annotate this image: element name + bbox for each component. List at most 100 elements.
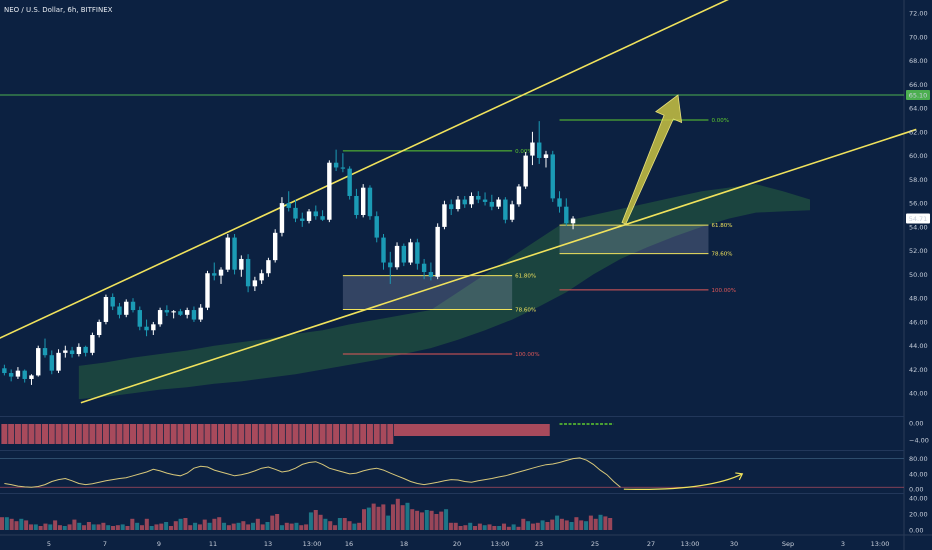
volume-bar	[304, 524, 309, 530]
histogram-bar	[224, 424, 231, 444]
volume-bar	[294, 522, 299, 530]
histogram-bar	[8, 424, 15, 444]
volume-bar	[125, 526, 130, 530]
volume-bar	[516, 526, 521, 530]
volume-bar	[38, 526, 43, 530]
volume-bar	[14, 521, 19, 530]
time-tick-label: 20	[453, 540, 461, 548]
histogram-bar	[69, 424, 76, 444]
candle-body	[15, 370, 21, 377]
volume-bar	[352, 523, 357, 530]
candle	[178, 308, 183, 316]
histogram-bar	[163, 424, 170, 444]
candle	[523, 152, 528, 189]
volume-bar	[492, 526, 497, 530]
candle-body	[178, 311, 183, 315]
candle	[266, 257, 271, 277]
time-tick-label: 23	[535, 540, 543, 548]
histogram-bar	[339, 424, 346, 444]
candle	[306, 209, 312, 224]
volume-bar	[135, 522, 140, 530]
candle-body	[428, 272, 434, 277]
histogram-bar	[245, 424, 252, 444]
histogram-bar	[177, 424, 184, 444]
volume-bar	[159, 523, 164, 530]
candle	[313, 205, 319, 220]
histogram-bar	[265, 424, 272, 444]
time-tick-label: 3	[841, 540, 845, 548]
price-tick-label: 72.00	[909, 10, 928, 18]
candle-body	[232, 237, 237, 270]
time-tick-label: 11	[209, 540, 217, 548]
volume-bar	[419, 512, 424, 530]
histogram-bar	[380, 424, 387, 444]
candle	[245, 254, 251, 293]
candle	[496, 197, 501, 210]
volume-bar	[550, 519, 555, 530]
candle	[171, 310, 176, 319]
volume-bar	[559, 518, 564, 530]
histogram-bar	[251, 424, 258, 444]
volume-bar	[497, 526, 502, 530]
candle	[137, 306, 142, 331]
histogram-bar	[123, 424, 130, 444]
candle-body	[570, 218, 576, 224]
volume-bar	[144, 518, 149, 530]
candle-body	[327, 162, 332, 220]
volume-bar	[33, 524, 38, 530]
volume-bar	[275, 514, 280, 530]
time-tick-label: 30	[730, 540, 738, 548]
fib-left-level-label-0: 0.00%	[515, 149, 532, 155]
histogram-bar-flat	[394, 424, 550, 436]
histogram-bar	[366, 424, 373, 444]
candle	[15, 367, 21, 379]
candle-body	[198, 307, 203, 320]
histogram-bar	[197, 424, 204, 444]
candle-body	[117, 306, 122, 315]
candle	[462, 195, 467, 208]
candle	[469, 192, 474, 208]
candle	[2, 364, 7, 376]
candle	[286, 191, 291, 212]
volume-bar	[521, 518, 526, 530]
price-tick-label: 46.00	[909, 318, 928, 326]
candle	[63, 345, 68, 358]
histogram-bar	[204, 424, 211, 444]
volume-bar	[207, 522, 212, 530]
candle-body	[482, 199, 488, 202]
fib-right-zone	[559, 225, 709, 254]
candle-body	[191, 310, 197, 320]
volume-bar	[139, 525, 145, 530]
volume-bar	[115, 525, 120, 530]
last-price-label: 54.71	[909, 215, 928, 223]
candle	[293, 199, 298, 223]
fib-right-level-label-3: 100.00%	[711, 288, 735, 294]
volume-bar	[188, 525, 193, 530]
candle	[428, 262, 434, 281]
volume-bar	[535, 522, 540, 530]
candle-body	[130, 301, 136, 311]
time-tick-label: 16	[345, 540, 353, 548]
volume-bar	[347, 521, 352, 530]
candle	[29, 374, 34, 385]
candle-body	[63, 350, 68, 353]
candle	[239, 255, 244, 277]
histogram-bar	[353, 424, 360, 444]
histogram-bar	[312, 424, 319, 444]
candle-body	[151, 324, 156, 331]
candle	[537, 121, 542, 164]
oscillator-tick-label: 80.00	[909, 455, 928, 463]
last-price-badge	[906, 213, 930, 224]
candle	[36, 345, 41, 377]
candle-body	[171, 311, 176, 313]
volume-bar	[405, 502, 410, 530]
volume-bar	[564, 520, 569, 530]
candle	[103, 294, 109, 325]
volume-bar	[48, 524, 53, 530]
candle-body	[76, 346, 82, 355]
time-tick-label: Sep	[782, 540, 794, 548]
candle-body	[354, 195, 359, 215]
fib-right-level-label-2: 78.60%	[711, 252, 732, 258]
